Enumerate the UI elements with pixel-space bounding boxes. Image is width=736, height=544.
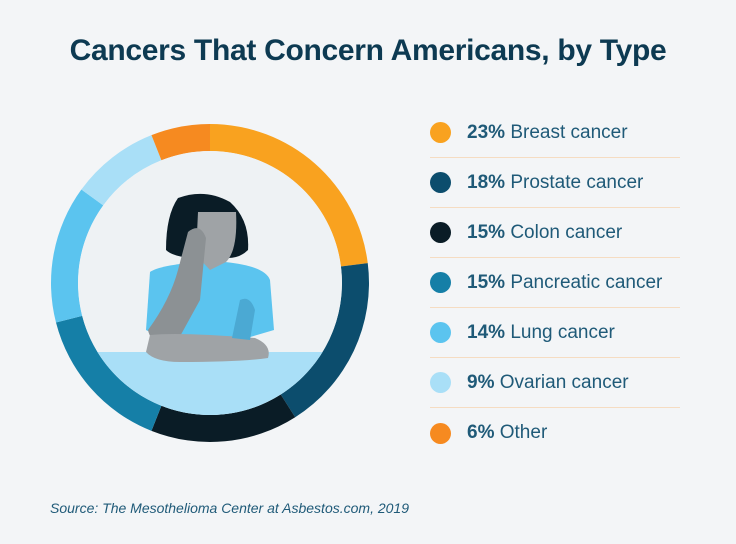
legend-swatch (430, 422, 451, 444)
legend-label: Colon cancer (510, 221, 623, 243)
legend-item-prostate: 18% Prostate cancer (430, 158, 680, 208)
legend-item-breast: 23% Breast cancer (430, 108, 680, 158)
donut-slice-lung-cancer (51, 189, 104, 323)
legend-item-colon: 15% Colon cancer (430, 208, 680, 258)
donut-chart (51, 124, 369, 443)
legend-swatch (430, 272, 451, 293)
legend-value: 14% (467, 321, 506, 343)
legend-value: 18% (467, 171, 506, 193)
legend-label: Lung cancer (510, 321, 615, 343)
source-note: Source: The Mesothelioma Center at Asbes… (50, 500, 409, 516)
legend-swatch (430, 172, 451, 193)
donut-slice-pancreatic-cancer (55, 315, 162, 431)
legend-item-pancreatic: 15% Pancreatic cancer (430, 258, 680, 308)
legend-label: Other (499, 422, 548, 443)
donut-slice-prostate-cancer (280, 263, 369, 418)
legend: 23% Breast cancer 18% Prostate cancer 15… (430, 108, 680, 458)
legend-label: Pancreatic cancer (510, 271, 663, 293)
legend-item-other: 6% Other (430, 408, 680, 458)
legend-value: 15% (467, 271, 506, 293)
legend-label: Prostate cancer (510, 171, 644, 193)
legend-value: 23% (467, 121, 506, 143)
legend-item-ovarian: 9% Ovarian cancer (430, 358, 680, 408)
donut-slice-ovarian-cancer (81, 135, 162, 206)
chart-title: Cancers That Concern Americans, by Type (69, 34, 667, 67)
legend-swatch (430, 122, 451, 143)
donut-slice-other (151, 124, 210, 161)
legend-swatch (430, 222, 451, 243)
legend-label: Breast cancer (510, 121, 628, 143)
donut-slice-colon-cancer (151, 394, 296, 443)
donut-slice-breast-cancer (210, 124, 368, 267)
legend-swatch (430, 372, 451, 393)
legend-item-lung: 14% Lung cancer (430, 308, 680, 358)
legend-swatch (430, 322, 451, 343)
legend-value: 9% (467, 371, 495, 393)
legend-value: 6% (467, 422, 495, 443)
legend-value: 15% (467, 221, 506, 243)
legend-label: Ovarian cancer (499, 371, 629, 393)
